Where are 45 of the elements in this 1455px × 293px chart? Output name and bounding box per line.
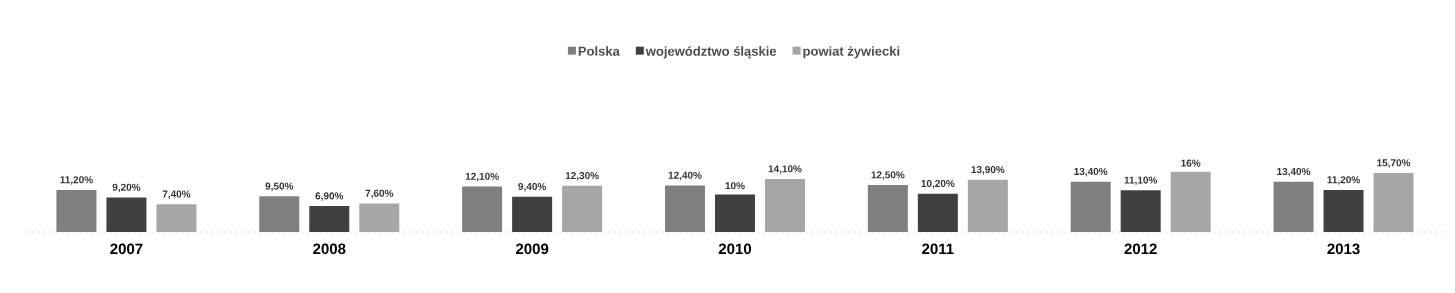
bar: [1273, 181, 1314, 232]
x-tick-label: 2009: [515, 243, 549, 255]
bar: [867, 185, 908, 232]
data-label: 12,50%: [871, 171, 905, 180]
bar: [917, 193, 958, 232]
bar: [714, 194, 755, 232]
bar: [1120, 190, 1161, 232]
bar: [259, 196, 300, 232]
data-label: 10%: [725, 182, 745, 190]
data-label: 11,20%: [1327, 176, 1360, 185]
data-label: 11,20%: [60, 176, 93, 185]
x-tick-label: 2012: [1124, 243, 1157, 255]
data-label: 13,40%: [1074, 167, 1108, 177]
data-label: 12,10%: [465, 172, 499, 182]
bar: [106, 197, 147, 232]
data-label: 12,40%: [668, 171, 702, 181]
x-tick-label: 2011: [922, 243, 954, 255]
data-label: 16%: [1181, 159, 1201, 167]
bar: [309, 206, 350, 232]
bar: [1323, 189, 1364, 232]
data-label: 9,40%: [518, 182, 547, 192]
legend-label: województwo śląskie: [645, 46, 777, 59]
legend-label: powiat żywiecki: [803, 46, 900, 59]
x-tick-label: 2010: [718, 243, 752, 255]
data-label: 15,70%: [1377, 159, 1411, 168]
bar: [664, 185, 705, 232]
data-label: 9,50%: [265, 182, 294, 192]
data-label: 7,60%: [365, 189, 394, 199]
x-tick-label: 2008: [313, 243, 346, 255]
data-label: 9,20%: [112, 183, 141, 193]
data-label: 13,40%: [1277, 167, 1311, 177]
data-label: 10,20%: [921, 179, 955, 189]
bar: [1070, 181, 1111, 232]
legend-label: Polska: [578, 46, 620, 56]
x-tick-label: 2007: [110, 243, 143, 255]
data-label: 6,90%: [315, 192, 344, 201]
data-label: 12,30%: [565, 172, 599, 181]
data-label: 14,10%: [768, 165, 802, 174]
x-tick-label: 2013: [1327, 243, 1360, 255]
data-label: 13,90%: [971, 166, 1005, 175]
data-label: 11,10%: [1124, 176, 1158, 186]
data-label: 7,40%: [162, 190, 191, 199]
bar: [56, 189, 97, 232]
bar: [512, 196, 553, 232]
bar: [462, 186, 503, 232]
